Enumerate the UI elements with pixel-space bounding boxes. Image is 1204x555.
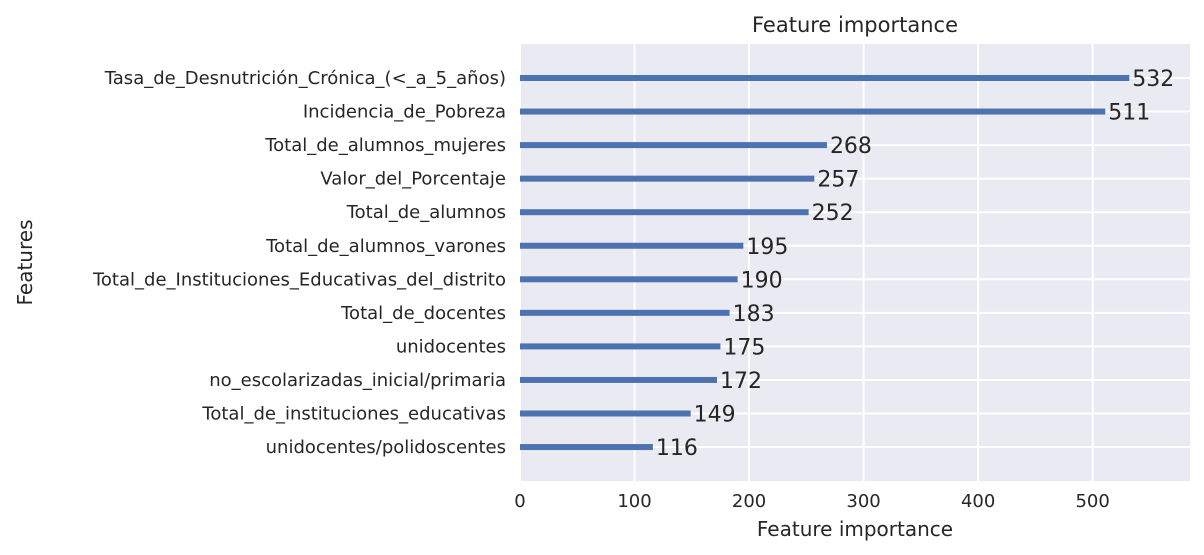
y-tick-label: Total_de_Instituciones_Educativas_del_di… <box>92 269 506 290</box>
y-tick-label: Total_de_docentes <box>340 303 506 324</box>
bar <box>520 209 809 216</box>
bar-value-label: 175 <box>723 335 765 360</box>
x-tick-label: 100 <box>617 491 651 512</box>
bar-value-label: 532 <box>1132 67 1174 92</box>
y-tick-labels: Tasa_de_Desnutrición_Crónica_(<_a_5_años… <box>92 68 506 458</box>
bar-value-label: 195 <box>746 235 788 260</box>
y-tick-label: Total_de_alumnos_varones <box>265 236 506 257</box>
bar <box>520 276 738 283</box>
y-tick-label: no_escolarizadas_inicial/primaria <box>209 370 506 391</box>
bar-value-label: 183 <box>733 302 775 327</box>
bar-value-label: 116 <box>656 436 698 461</box>
bar <box>520 410 691 417</box>
y-tick-label: unidocentes/polidoscentes <box>266 437 506 458</box>
bar-value-labels: 532 511 268 257 252 195 190 183 175 172 149 116 <box>656 67 1174 461</box>
bar <box>520 444 653 451</box>
bar-value-label: 268 <box>830 134 872 159</box>
y-tick-label: Tasa_de_Desnutrición_Crónica_(<_a_5_años… <box>104 68 506 89</box>
bar <box>520 175 815 182</box>
x-tick-label: 500 <box>1075 491 1109 512</box>
bar-value-label: 257 <box>817 168 859 193</box>
bar <box>520 142 827 149</box>
x-tick-labels: 0 100 200 300 400 500 <box>514 491 1110 512</box>
bar-value-label: 172 <box>720 369 762 394</box>
y-tick-label: Total_de_alumnos <box>346 202 506 223</box>
bar <box>520 242 744 249</box>
x-tick-label: 0 <box>514 491 525 512</box>
bar-value-label: 252 <box>812 201 854 226</box>
x-tick-label: 200 <box>732 491 766 512</box>
y-tick-label: Total_de_alumnos_mujeres <box>264 135 506 156</box>
y-tick-label: Incidencia_de_Pobreza <box>303 102 506 123</box>
bar <box>520 108 1106 115</box>
bar <box>520 75 1130 81</box>
y-axis-label: Features <box>13 220 37 306</box>
bar-value-label: 511 <box>1108 101 1150 126</box>
bar <box>520 343 721 350</box>
bar-value-label: 190 <box>741 268 783 293</box>
plot-area <box>520 44 1190 481</box>
y-tick-label: unidocentes <box>396 336 506 357</box>
bar-value-label: 149 <box>694 403 736 428</box>
y-tick-label: Total_de_instituciones_educativas <box>201 404 506 425</box>
y-tick-label: Valor_del_Porcentaje <box>320 169 506 190</box>
x-axis-label: Feature importance <box>757 517 953 541</box>
bar <box>520 309 730 316</box>
x-tick-label: 400 <box>961 491 995 512</box>
bar <box>520 376 717 383</box>
bars <box>520 75 1130 451</box>
x-tick-label: 300 <box>846 491 880 512</box>
chart-title: Feature importance <box>752 13 958 37</box>
